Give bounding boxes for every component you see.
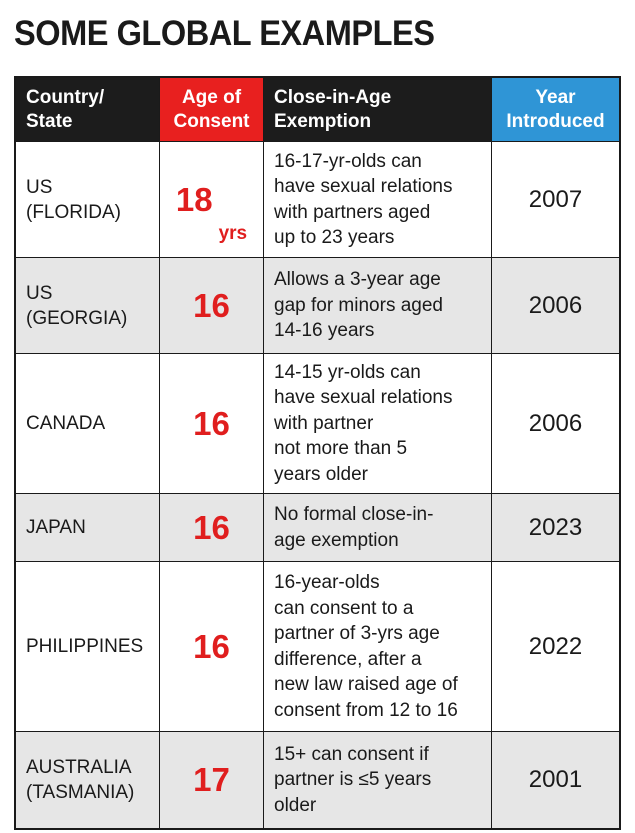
table-row-exemption: 16-year-olds can consent to a partner of…: [264, 562, 492, 732]
table-row-age: 18 yrs: [160, 142, 264, 258]
table-row-age: 16: [160, 354, 264, 494]
header-age: Age of Consent: [160, 78, 264, 142]
table-row-exemption: 14-15 yr-olds can have sexual relations …: [264, 354, 492, 494]
table-row-age: 16: [160, 258, 264, 354]
table-row-year: 2001: [492, 732, 619, 828]
table-row-exemption: Allows a 3-year age gap for minors aged …: [264, 258, 492, 354]
examples-table: Country/ State Age of Consent Close-in-A…: [14, 76, 621, 830]
table-row-country: US (FLORIDA): [16, 142, 160, 258]
table-row-country: US (GEORGIA): [16, 258, 160, 354]
table-row-exemption: No formal close-in- age exemption: [264, 494, 492, 562]
table-row-country: PHILIPPINES: [16, 562, 160, 732]
header-exemption: Close-in-Age Exemption: [264, 78, 492, 142]
table-row-age: 17: [160, 732, 264, 828]
table-row-year: 2023: [492, 494, 619, 562]
table-row-year: 2006: [492, 354, 619, 494]
table-row-exemption: 16-17-yr-olds can have sexual relations …: [264, 142, 492, 258]
page-title: SOME GLOBAL EXAMPLES: [14, 14, 435, 53]
age-value: 18: [175, 180, 213, 218]
table-row-age: 16: [160, 562, 264, 732]
table-row-country: AUSTRALIA (TASMANIA): [16, 732, 160, 828]
header-year: Year Introduced: [492, 78, 619, 142]
age-unit: yrs: [218, 223, 248, 244]
table-row-country: JAPAN: [16, 494, 160, 562]
header-country: Country/ State: [16, 78, 160, 142]
table-row-country: CANADA: [16, 354, 160, 494]
table-row-exemption: 15+ can consent if partner is ≤5 years o…: [264, 732, 492, 828]
table-row-age: 16: [160, 494, 264, 562]
table-row-year: 2007: [492, 142, 619, 258]
table-row-year: 2006: [492, 258, 619, 354]
table-row-year: 2022: [492, 562, 619, 732]
